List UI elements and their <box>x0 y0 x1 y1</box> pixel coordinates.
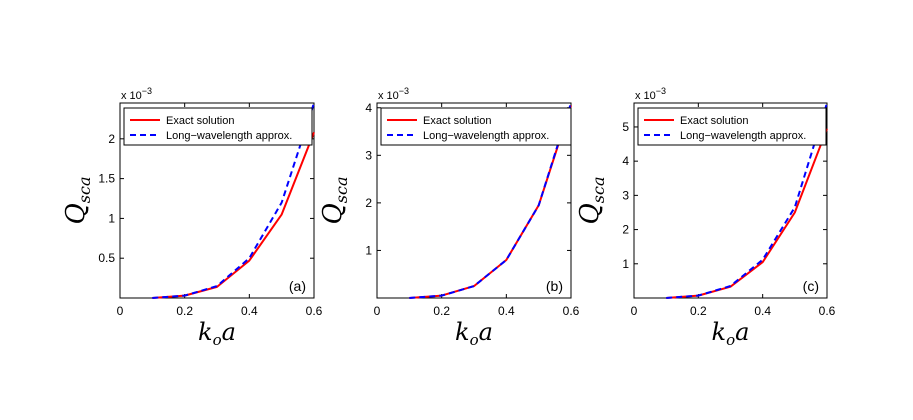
x-tick-label: 0.6 <box>819 304 836 318</box>
series-line-exact <box>152 132 315 299</box>
series-line-exact <box>666 128 828 299</box>
chart-panel-b: 0 0.2 0.4 0.6 1 2 3 4 x 10−3 Exact solution Long−w… <box>318 86 580 349</box>
y-tick-label: 1 <box>108 211 115 225</box>
y-tick-label: 2 <box>108 132 115 146</box>
panel-label: (c) <box>803 278 819 294</box>
y-tick-label: 4 <box>622 154 629 168</box>
x-tick-label: 0.4 <box>241 304 258 318</box>
x-axis-label-tail: a <box>735 318 749 346</box>
legend-label: Long−wavelength approx. <box>680 130 806 142</box>
y-tick-label: 0.5 <box>98 251 115 265</box>
y-multiplier-exp: −3 <box>142 86 152 96</box>
y-tick-label: 3 <box>365 148 372 162</box>
x-tick-label: 0.6 <box>306 304 323 318</box>
y-axis-label-sub: sca <box>589 176 608 203</box>
legend-box <box>380 107 572 146</box>
x-axis-label-tail: a <box>222 318 236 346</box>
x-axis-label: koa <box>198 318 236 349</box>
y-axis-label: Qsca <box>61 176 94 224</box>
x-axis-label-sub: o <box>213 331 222 349</box>
y-tick-label: 2 <box>365 196 372 210</box>
y-tick-label: 3 <box>622 188 629 202</box>
y-axis-label: Qsca <box>318 176 351 224</box>
legend-label: Exact solution <box>423 115 491 127</box>
y-tick-label: 4 <box>365 101 372 115</box>
legend-label: Exact solution <box>680 115 748 127</box>
y-axis-label: Qsca <box>575 176 608 224</box>
x-axis-label-base: k <box>455 318 470 346</box>
y-axis-label-sub: sca <box>332 176 351 203</box>
chart-panel-c: 0 0.2 0.4 0.6 1 2 3 4 5 x 10−3 Exact solution Long−… <box>575 86 836 349</box>
y-tick-label: 1.5 <box>98 172 115 186</box>
y-multiplier-base: x 10 <box>378 90 399 102</box>
y-tick-label: 1 <box>622 257 629 271</box>
legend-box <box>637 107 827 146</box>
x-tick-label: 0.4 <box>754 304 771 318</box>
y-multiplier: x 10−3 <box>635 86 666 102</box>
y-axis-label-base: Q <box>575 203 605 224</box>
x-axis-label-sub: o <box>726 331 735 349</box>
x-axis-label-sub: o <box>470 331 479 349</box>
y-multiplier-exp: −3 <box>656 86 666 96</box>
x-tick-label: 0.2 <box>433 304 450 318</box>
chart-panel-a: 0 0.2 0.4 0.6 0.5 1 1.5 2 x 10−3 Exact solution Lo… <box>61 86 323 349</box>
y-axis-label-base: Q <box>61 203 91 224</box>
y-tick-label: 1 <box>365 243 372 257</box>
y-multiplier-base: x 10 <box>121 90 142 102</box>
legend-box <box>123 107 313 146</box>
y-multiplier: x 10−3 <box>378 86 409 102</box>
y-multiplier: x 10−3 <box>121 86 152 102</box>
y-multiplier-exp: −3 <box>399 86 409 96</box>
x-tick-label: 0 <box>631 304 638 318</box>
x-tick-label: 0.2 <box>690 304 707 318</box>
legend-label: Long−wavelength approx. <box>166 130 292 142</box>
x-axis-label: koa <box>712 318 750 349</box>
x-tick-label: 0 <box>374 304 381 318</box>
x-axis-label-base: k <box>198 318 213 346</box>
legend-label: Exact solution <box>166 115 234 127</box>
x-axis-label-base: k <box>712 318 727 346</box>
legend-label: Long−wavelength approx. <box>423 130 549 142</box>
x-tick-label: 0 <box>117 304 124 318</box>
panel-label: (b) <box>546 278 563 294</box>
x-tick-label: 0.4 <box>498 304 515 318</box>
x-axis-label-tail: a <box>479 318 493 346</box>
x-tick-label: 0.6 <box>563 304 580 318</box>
y-multiplier-base: x 10 <box>635 90 656 102</box>
y-axis-label-sub: sca <box>75 176 94 203</box>
series-line-approx <box>152 102 315 299</box>
series-line-exact <box>409 105 572 299</box>
y-axis-label-base: Q <box>318 203 348 224</box>
y-tick-label: 2 <box>622 223 629 237</box>
y-tick-label: 5 <box>622 120 629 134</box>
x-tick-label: 0.2 <box>176 304 193 318</box>
x-axis-label: koa <box>455 318 493 349</box>
panel-label: (a) <box>289 278 306 294</box>
